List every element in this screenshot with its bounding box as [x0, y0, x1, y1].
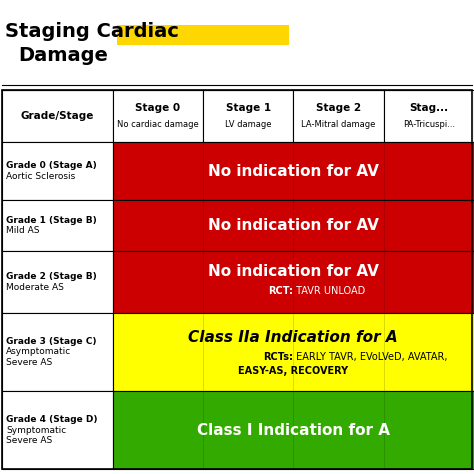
Text: Severe AS: Severe AS [6, 358, 53, 367]
Text: Grade 2 (Stage B): Grade 2 (Stage B) [6, 273, 97, 281]
Text: Symptomatic: Symptomatic [6, 426, 66, 435]
Text: Class I Indication for A: Class I Indication for A [197, 423, 390, 438]
Text: RCTs:: RCTs: [264, 352, 293, 362]
Text: Staging Cardiac: Staging Cardiac [5, 22, 179, 42]
Bar [2, 200, 113, 251]
Bar [2, 2, 472, 85]
Bar [113, 90, 203, 142]
Text: Grade 0 (Stage A): Grade 0 (Stage A) [6, 162, 97, 170]
Bar [113, 313, 474, 391]
Text: Severe AS: Severe AS [6, 436, 53, 445]
Text: Class IIa Indication for A: Class IIa Indication for A [189, 330, 398, 345]
Text: Aortic Sclerosis: Aortic Sclerosis [6, 172, 75, 181]
Text: No indication for AV: No indication for AV [208, 264, 379, 279]
Text: LV damage: LV damage [225, 120, 272, 128]
Text: Grade/Stage: Grade/Stage [21, 111, 94, 121]
Bar [113, 391, 474, 469]
Bar [113, 251, 474, 313]
Text: Moderate AS: Moderate AS [6, 283, 64, 292]
Text: Grade 3 (Stage C): Grade 3 (Stage C) [6, 337, 97, 346]
Bar [383, 90, 474, 142]
Bar [203, 90, 293, 142]
Text: Grade 1 (Stage B): Grade 1 (Stage B) [6, 216, 97, 225]
Text: RCT:: RCT: [268, 285, 293, 296]
Bar [2, 90, 113, 142]
Text: Stage 1: Stage 1 [226, 103, 271, 113]
Bar [2, 391, 113, 469]
Text: PA-Tricuspi...: PA-Tricuspi... [403, 120, 455, 128]
Text: Asymptomatic: Asymptomatic [6, 347, 72, 356]
Bar [2, 90, 472, 469]
Text: LA-Mitral damage: LA-Mitral damage [301, 120, 376, 128]
Text: Damage: Damage [18, 46, 108, 65]
Text: Stage 2: Stage 2 [316, 103, 361, 113]
Bar [2, 313, 113, 391]
Bar [293, 90, 383, 142]
Bar [118, 25, 289, 46]
Bar [2, 142, 113, 200]
Bar [113, 142, 474, 200]
Text: EASY-AS, RECOVERY: EASY-AS, RECOVERY [238, 366, 348, 376]
Text: No indication for AV: No indication for AV [208, 164, 379, 179]
Text: Grade 4 (Stage D): Grade 4 (Stage D) [6, 415, 98, 424]
Text: No indication for AV: No indication for AV [208, 218, 379, 233]
Text: EARLY TAVR, EVoLVeD, AVATAR,: EARLY TAVR, EVoLVeD, AVATAR, [293, 352, 448, 362]
Bar [2, 251, 113, 313]
Text: Stage 0: Stage 0 [135, 103, 181, 113]
Text: TAVR UNLOAD: TAVR UNLOAD [293, 285, 365, 296]
Text: Mild AS: Mild AS [6, 227, 40, 235]
Text: No cardiac damage: No cardiac damage [117, 120, 199, 128]
Text: Stag...: Stag... [409, 103, 448, 113]
Bar [113, 200, 474, 251]
